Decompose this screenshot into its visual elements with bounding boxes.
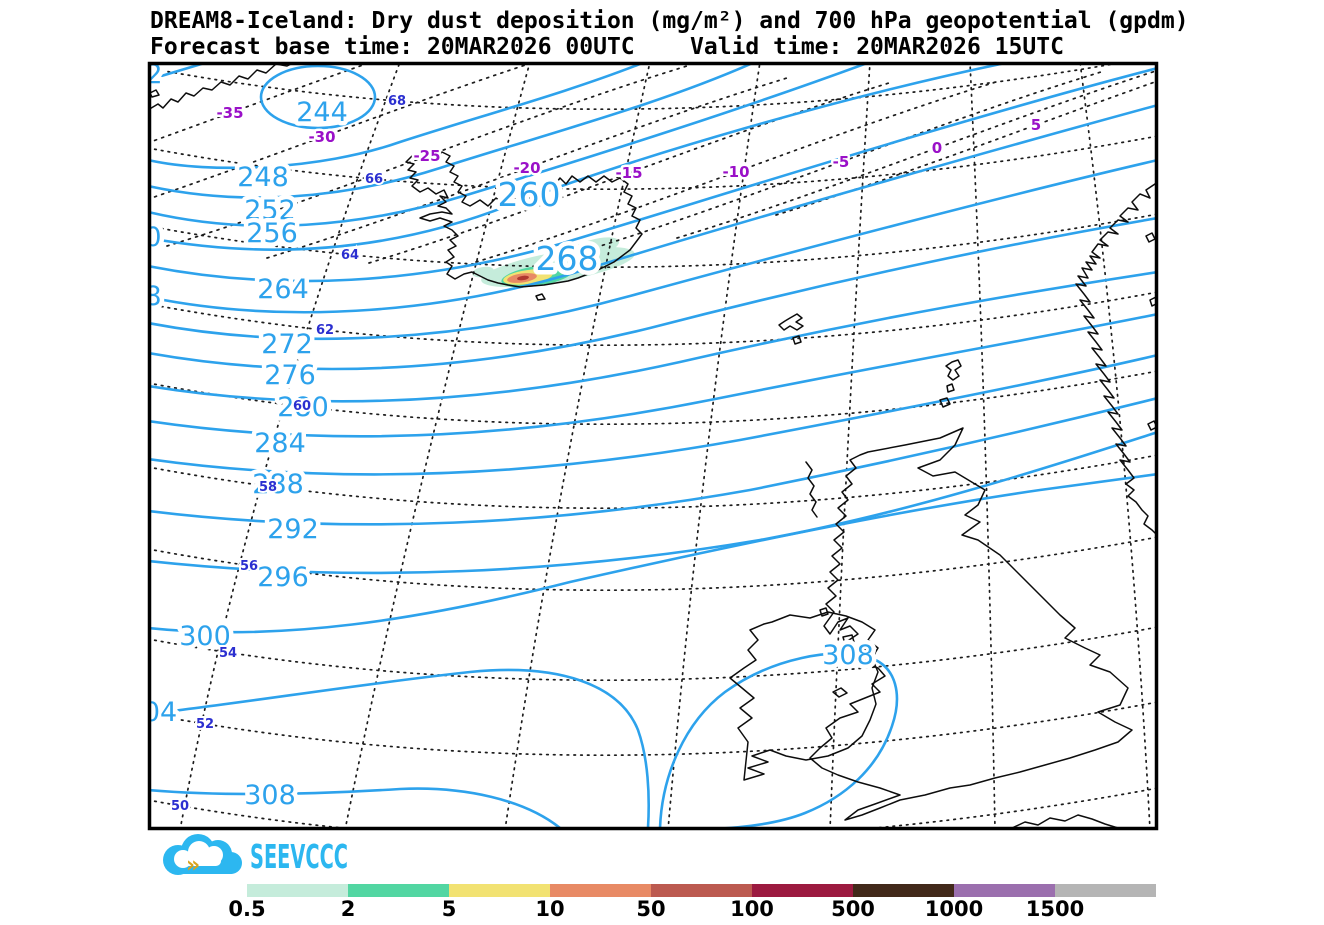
contour-label: 280: [277, 392, 329, 423]
latitude-label: 50: [171, 799, 189, 814]
colorbar-segment: [752, 884, 853, 897]
colorbar-segment: [1055, 884, 1156, 897]
coast-faroes: [778, 313, 804, 331]
colorbar-tick-label: 50: [636, 897, 666, 921]
contour-label: 296: [257, 562, 309, 593]
deposition-colorbar: [247, 884, 1156, 897]
title-line1: DREAM8-Iceland: Dry dust deposition (mg/…: [150, 8, 1189, 34]
temperature-label: 5: [1031, 116, 1041, 134]
geopotential-contours: [150, 64, 1156, 828]
temperature-label: -25: [413, 147, 440, 165]
temperature-label: -35: [216, 104, 243, 122]
contour-label: 256: [246, 218, 298, 249]
colorbar-segment: [853, 884, 954, 897]
contour-label: 308: [822, 640, 874, 671]
latitude-label: 54: [219, 646, 237, 661]
contour-label: 244: [296, 97, 348, 128]
temperature-label: -10: [722, 163, 749, 181]
contour-label: 252: [244, 195, 296, 226]
colorbar-segment: [348, 884, 449, 897]
contour-label: 272: [261, 329, 313, 360]
coast-hebrides: [805, 461, 818, 518]
contour-label: 284: [254, 428, 306, 459]
colorbar-tick-label: 1000: [924, 897, 984, 921]
colorbar-tick-label: 2: [340, 897, 356, 921]
colorbar-segment: [247, 884, 348, 897]
coast-ireland: [729, 611, 879, 781]
map-border: [147, 61, 1159, 831]
contour-label: 292: [267, 514, 319, 545]
coastlines: [150, 64, 1156, 828]
colorbar-tick-label: 500: [831, 897, 875, 921]
seevccc-logo: » SEEVCCC: [163, 834, 348, 878]
colorbar-tick-label: 5: [441, 897, 457, 921]
latitude-label: 60: [293, 399, 311, 414]
contour-label: 308: [244, 780, 296, 811]
coast-iceland: [405, 151, 643, 288]
contour-label: 04: [143, 697, 177, 728]
arrow-icon: »: [186, 853, 200, 878]
coast-france: [1010, 814, 1119, 828]
latitude-label: 58: [259, 480, 277, 495]
coast-norway: [1075, 182, 1156, 536]
contour-label: 268: [536, 239, 599, 278]
contour-244-closed: [259, 64, 377, 130]
logo-text: SEEVCCC: [250, 837, 348, 876]
colorbar-tick-label: 100: [730, 897, 774, 921]
coast-great-britain: [809, 427, 1133, 821]
latitude-label: 52: [196, 717, 214, 732]
title-line2: Forecast base time: 20MAR2026 00UTC Vali…: [150, 34, 1064, 60]
coast-greenland: [150, 64, 293, 110]
colorbar-segment: [449, 884, 550, 897]
temperature-label: 0: [932, 139, 942, 157]
contour-label: 300: [179, 621, 231, 652]
contour-label: 260: [498, 175, 561, 214]
latitude-label: 62: [316, 323, 334, 338]
cloud-icon: »: [163, 834, 242, 878]
temperature-label: -30: [308, 128, 335, 146]
latitude-label: 56: [240, 559, 258, 574]
colorbar-segment: [954, 884, 1055, 897]
graticule-meridians: [179, 64, 1151, 828]
temperature-label: -15: [615, 164, 642, 182]
latitude-label: 64: [341, 248, 359, 263]
contour-label: 248: [237, 162, 289, 193]
colorbar-segment: [651, 884, 752, 897]
colorbar-tick-label: 0.5: [228, 897, 266, 921]
contour-label: 276: [264, 360, 316, 391]
coast-shetland: [945, 359, 962, 381]
contour-label: 288: [252, 469, 304, 500]
temperature-label: -5: [833, 153, 850, 171]
contour-label: 8: [144, 281, 161, 312]
latitude-label: 66: [365, 172, 383, 187]
contour-label: 0: [144, 222, 161, 253]
colorbar-segment: [550, 884, 651, 897]
temperature-label: -20: [513, 159, 540, 177]
page-title: DREAM8-Iceland: Dry dust deposition (mg/…: [150, 8, 1189, 60]
latitude-label: 68: [388, 94, 406, 109]
contour-label: 264: [257, 274, 309, 305]
colorbar-tick-label: 10: [535, 897, 565, 921]
colorbar-tick-label: 1500: [1025, 897, 1085, 921]
